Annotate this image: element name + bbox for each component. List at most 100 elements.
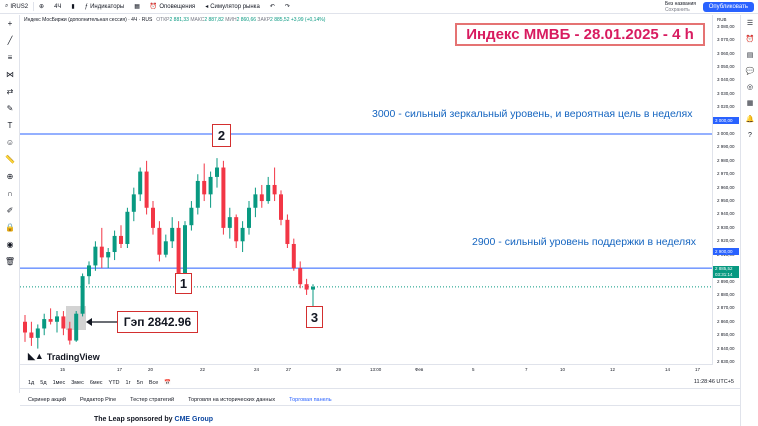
clock[interactable]: 11:28:46 UTC+5 — [693, 379, 734, 385]
time-tick: 17 — [695, 367, 701, 372]
candle-body — [202, 180, 207, 195]
price-tick: 2 930,00 — [717, 224, 735, 230]
candle-body — [61, 316, 66, 329]
replay-button[interactable]: ◂ Симулятор рынка — [200, 3, 265, 11]
candle-body — [67, 328, 72, 341]
interval-button[interactable]: 4Ч — [49, 4, 66, 10]
forecast-icon[interactable]: ⇄ — [6, 87, 14, 96]
watchlist-icon[interactable]: ☰ — [746, 20, 754, 27]
panel-tab[interactable]: Скринер акций — [28, 396, 66, 403]
price-tick: 2 890,00 — [717, 278, 735, 284]
publish-button[interactable]: Опубликовать — [702, 2, 754, 12]
ruler-icon[interactable]: 📏 — [5, 155, 15, 164]
panel-tab[interactable]: Торговая панель — [289, 396, 332, 403]
candle-body — [259, 194, 264, 202]
range-button[interactable]: 6мес — [89, 379, 103, 386]
top-toolbar: ⌕ IRUS2 ⊕ 4Ч ▮ ƒ Индикаторы ▦ ⏰ Оповещения … — [0, 0, 758, 14]
marker-1: 1 — [175, 273, 192, 294]
crosshair-icon[interactable]: + — [7, 19, 13, 28]
pattern-icon[interactable]: ⋈ — [6, 70, 14, 79]
candle-body — [87, 265, 91, 277]
symbol-search[interactable]: ⌕ IRUS2 — [0, 3, 33, 10]
gap-arrow-head — [86, 318, 92, 326]
marker-2: 2 — [212, 124, 231, 147]
redo-button[interactable]: ↷ — [280, 3, 295, 10]
lock-icon[interactable]: 🔒 — [5, 223, 15, 232]
currency-label: RUB — [717, 17, 727, 22]
candle-body — [304, 284, 309, 290]
range-button[interactable]: 1мес — [52, 379, 66, 386]
price-tick: 3 070,00 — [717, 37, 735, 43]
panel-tab[interactable]: Тестер стратегий — [130, 396, 175, 403]
range-button[interactable]: Все — [148, 379, 159, 386]
price-tick: 3 050,00 — [717, 63, 735, 69]
alarm-icon: ⏰ — [149, 4, 158, 10]
candle-body — [93, 246, 98, 266]
range-button[interactable]: 5л — [136, 379, 143, 386]
compare-button[interactable]: ⊕ — [34, 3, 49, 10]
chart-legend: Индекс МосБиржи (дополнительная сессия) … — [24, 17, 325, 23]
price-tick: 2 980,00 — [717, 157, 735, 163]
price-scale[interactable]: RUB 3 080,00 3 070,00 3 060,00 3 050,00 3 04… — [712, 15, 740, 365]
candles-icon: ▮ — [71, 4, 75, 10]
range-button[interactable]: 1д — [28, 379, 35, 386]
range-button[interactable]: YTD — [108, 379, 120, 386]
candle-body — [119, 235, 123, 244]
range-button[interactable]: 5д — [40, 379, 47, 386]
notifications-icon[interactable]: 🔔 — [745, 116, 755, 123]
legend-name: Индекс МосБиржи (дополнительная сессия) … — [24, 17, 153, 23]
gap-label: Гэп 2842.96 — [117, 311, 198, 333]
trend-line-icon[interactable]: ╱ — [7, 36, 13, 45]
layout-name[interactable]: Без названия Сохранить — [664, 1, 696, 13]
trash-icon[interactable]: 🗑 — [4, 257, 16, 266]
grid-icon: ▦ — [134, 4, 140, 10]
emoji-icon[interactable]: ☺ — [5, 138, 15, 147]
alerts-button[interactable]: ⏰ Оповещения — [145, 3, 200, 11]
candle-body — [176, 227, 181, 285]
alarm-clock-icon[interactable]: ⏰ — [745, 36, 755, 43]
candle-body — [42, 319, 47, 329]
divider — [33, 2, 35, 11]
chart-type-button[interactable]: ▮ — [66, 3, 79, 10]
brush-icon[interactable]: ✎ — [6, 104, 14, 113]
candle-body — [144, 171, 149, 208]
candle-body — [311, 286, 315, 290]
promo-banner[interactable]: The Leap sponsored by CME Group — [94, 416, 214, 423]
help-icon[interactable]: ? — [748, 131, 752, 139]
lock-draw-icon[interactable]: ✐ — [6, 206, 14, 215]
calendar-icon[interactable]: ▦ — [746, 100, 754, 107]
chart-title-annotation: Индекс ММВБ - 28.01.2025 - 4 h — [455, 23, 705, 46]
candle-body — [189, 207, 194, 226]
ideas-icon[interactable]: ◎ — [746, 84, 754, 91]
level-3000-note: 3000 - сильный зеркальный уровень, и вер… — [372, 108, 693, 120]
candle-body — [279, 194, 283, 220]
price-tick: 3 040,00 — [717, 77, 735, 83]
indicators-button[interactable]: ƒ Индикаторы — [80, 4, 129, 10]
right-sidebar: ☰ ⏰ ▤ 💬 ◎ ▦ 🔔 ? — [740, 15, 758, 426]
range-button[interactable]: 1г — [125, 379, 131, 386]
data-window-icon[interactable]: ▤ — [746, 52, 754, 59]
level-lines — [20, 133, 712, 288]
chat-icon[interactable]: 💬 — [745, 68, 755, 75]
candle-body — [234, 217, 239, 242]
text-icon[interactable]: T — [7, 121, 13, 130]
time-tick: Фев — [415, 367, 424, 372]
candle-body — [208, 176, 213, 195]
candle-body — [157, 227, 162, 255]
zoom-icon[interactable]: ⊕ — [6, 172, 14, 181]
panel-tab[interactable]: Торговля на исторических данных — [188, 396, 276, 403]
templates-button[interactable]: ▦ — [129, 3, 145, 10]
candle-body — [99, 246, 104, 258]
range-button[interactable]: 3мес — [71, 379, 84, 386]
eye-icon[interactable]: ◉ — [6, 240, 14, 249]
price-tick: 3 020,00 — [717, 104, 735, 110]
time-axis[interactable]: 15 17 20 22 24 27 29 13:00 Фев 5 7 10 12 14 17 — [20, 364, 712, 374]
calendar-range-icon[interactable]: 📅 — [164, 379, 172, 386]
price-tag-last: 2 885,52 03:31:14 — [713, 266, 739, 278]
fib-icon[interactable]: ≡ — [7, 53, 13, 62]
range-bar: 1д 5д 1мес 3мес 6мес YTD 1г 5л Все 📅 11:28:46 UT… — [20, 377, 740, 389]
panel-tab[interactable]: Редактор Pine — [79, 396, 117, 403]
magnet-icon[interactable]: ∩ — [7, 189, 13, 198]
undo-button[interactable]: ↶ — [265, 3, 280, 10]
